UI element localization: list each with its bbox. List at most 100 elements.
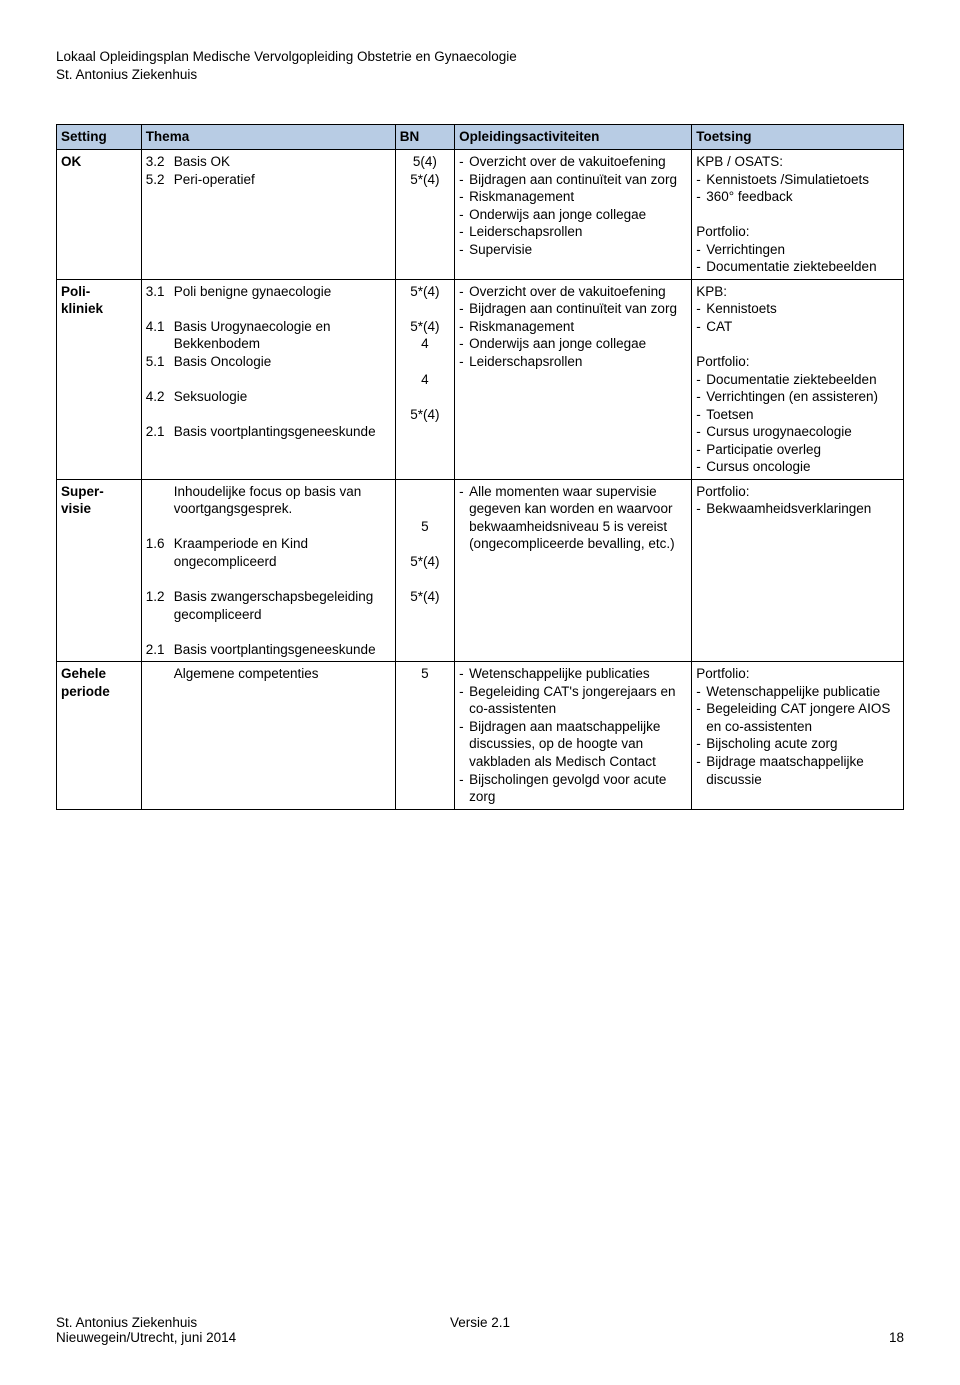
thema-number: 4.2 — [146, 388, 174, 406]
thema-number — [146, 665, 174, 683]
cell-bn: 5 5*(4) 5*(4) — [395, 479, 454, 661]
toetsing-item: -CAT — [696, 318, 899, 336]
footer-right: 18 — [621, 1315, 904, 1345]
activity-item: -Alle momenten waar supervisie gegeven k… — [459, 483, 687, 553]
activity-text: Leiderschapsrollen — [469, 223, 687, 241]
toetsing-text: Verrichtingen (en assisteren) — [706, 388, 899, 406]
thema-item: 2.1Basis voortplantingsgeneeskunde — [146, 641, 391, 659]
bn-value: 5*(4) — [400, 406, 450, 424]
toetsing-text: Cursus urogynaecologie — [706, 423, 899, 441]
activity-item: -Bijdragen aan continuïteit van zorg — [459, 300, 687, 318]
footer-left-line1: St. Antonius Ziekenhuis — [56, 1315, 339, 1330]
toetsing-group-header: Portfolio: — [696, 223, 899, 241]
cell-thema: Inhoudelijke focus op basis van voortgan… — [141, 479, 395, 661]
toetsing-group-header: Portfolio: — [696, 353, 899, 371]
toetsing-text: Toetsen — [706, 406, 899, 424]
toetsing-group-header: Portfolio: — [696, 665, 899, 683]
bn-value — [400, 571, 450, 589]
activity-text: Bijdragen aan continuïteit van zorg — [469, 171, 687, 189]
bn-value — [400, 483, 450, 501]
activity-item: -Bijscholingen gevolgd voor acute zorg — [459, 771, 687, 806]
activity-text: Onderwijs aan jonge collegae — [469, 206, 687, 224]
activity-text: Alle momenten waar supervisie gegeven ka… — [469, 483, 687, 553]
cell-activiteiten: - Wetenschappelijke publicaties-Begeleidi… — [455, 662, 692, 809]
bn-value — [400, 535, 450, 553]
activity-item: -Begeleiding CAT's jongerejaars en co-as… — [459, 683, 687, 718]
thema-number: 3.1 — [146, 283, 174, 301]
thema-item — [146, 571, 391, 589]
toetsing-text: 360° feedback — [706, 188, 899, 206]
cell-thema: 3.2Basis OK5.2Peri-operatief — [141, 149, 395, 279]
cell-toetsing: Portfolio:-Bekwaamheidsverklaringen — [692, 479, 904, 661]
page-footer: St. Antonius Ziekenhuis Nieuwegein/Utrec… — [56, 1275, 904, 1345]
thema-text: Seksuologie — [174, 388, 391, 406]
activity-item: -Onderwijs aan jonge collegae — [459, 206, 687, 224]
activity-text: Wetenschappelijke publicaties — [469, 665, 687, 683]
dash-icon: - — [696, 371, 706, 389]
bn-value: 5 — [400, 518, 450, 536]
dash-icon: - — [459, 483, 469, 553]
activity-item: -Bijdragen aan maatschappelijke discussi… — [459, 718, 687, 771]
dash-icon: - — [696, 735, 706, 753]
table-row: OK3.2Basis OK5.2Peri-operatief5(4)5*(4)-… — [57, 149, 904, 279]
bn-value — [400, 353, 450, 371]
toetsing-text: Bekwaamheidsverklaringen — [706, 500, 899, 518]
bn-value: 5 — [400, 665, 450, 683]
thema-number: 5.2 — [146, 171, 174, 189]
bn-value — [400, 388, 450, 406]
cell-setting: Gehele periode — [57, 662, 142, 809]
bn-value: 5*(4) — [400, 588, 450, 606]
activity-item: -Riskmanagement — [459, 318, 687, 336]
th-setting: Setting — [57, 125, 142, 150]
dash-icon: - — [459, 353, 469, 371]
toetsing-item: -Participatie overleg — [696, 441, 899, 459]
th-toetsing: Toetsing — [692, 125, 904, 150]
dash-icon: - — [459, 771, 469, 806]
toetsing-text: Kennistoets — [706, 300, 899, 318]
thema-text: Basis Urogynaecologie en Bekkenbodem — [174, 318, 391, 353]
thema-item — [146, 300, 391, 318]
toetsing-group-header: KPB / OSATS: — [696, 153, 899, 171]
table-row: Super- visieInhoudelijke focus op basis … — [57, 479, 904, 661]
cell-toetsing: KPB / OSATS:-Kennistoets /Simulatietoets… — [692, 149, 904, 279]
thema-item: Algemene competenties — [146, 665, 391, 683]
thema-text: Basis voortplantingsgeneeskunde — [174, 423, 391, 441]
dash-icon: - — [696, 258, 706, 276]
cell-bn: 5*(4) 5*(4)4 4 5*(4) — [395, 279, 454, 479]
dash-icon: - — [696, 188, 706, 206]
page: Lokaal Opleidingsplan Medische Vervolgop… — [0, 0, 960, 1385]
dash-icon: - — [459, 283, 469, 301]
thema-number — [146, 483, 174, 518]
dash-icon: - — [459, 300, 469, 318]
toetsing-item: -Kennistoets /Simulatietoets — [696, 171, 899, 189]
header-line2: St. Antonius Ziekenhuis — [56, 66, 904, 84]
dash-icon: - — [696, 441, 706, 459]
dash-icon: - — [696, 300, 706, 318]
dash-icon: - — [459, 241, 469, 259]
thema-item: 4.2Seksuologie — [146, 388, 391, 406]
footer-center-text: Versie 2.1 — [339, 1315, 622, 1330]
cell-toetsing: Portfolio:-Wetenschappelijke publicatie-… — [692, 662, 904, 809]
thema-item — [146, 518, 391, 536]
cell-setting: Super- visie — [57, 479, 142, 661]
toetsing-text: Documentatie ziektebeelden — [706, 371, 899, 389]
activity-text: Overzicht over de vakuitoefening — [469, 283, 687, 301]
dash-icon: - — [696, 388, 706, 406]
thema-text: Basis zwangerschapsbegeleiding gecomplic… — [174, 588, 391, 623]
thema-item: 3.1Poli benigne gynaecologie — [146, 283, 391, 301]
cell-thema: 3.1Poli benigne gynaecologie 4.1Basis Ur… — [141, 279, 395, 479]
thema-item: 5.1Basis Oncologie — [146, 353, 391, 371]
dash-icon: - — [696, 318, 706, 336]
toetsing-text: Bijscholing acute zorg — [706, 735, 899, 753]
cell-bn: 5 — [395, 662, 454, 809]
table-header-row: Setting Thema BN Opleidingsactiviteiten … — [57, 125, 904, 150]
footer-page-number: 18 — [621, 1330, 904, 1345]
toetsing-text: CAT — [706, 318, 899, 336]
bn-value — [400, 300, 450, 318]
activity-item: -Leiderschapsrollen — [459, 353, 687, 371]
toetsing-text: Wetenschappelijke publicatie — [706, 683, 899, 701]
toetsing-item: -Wetenschappelijke publicatie — [696, 683, 899, 701]
table-row: Gehele periodeAlgemene competenties5-Wet… — [57, 662, 904, 809]
activity-item: -Riskmanagement — [459, 188, 687, 206]
dash-icon: - — [459, 335, 469, 353]
